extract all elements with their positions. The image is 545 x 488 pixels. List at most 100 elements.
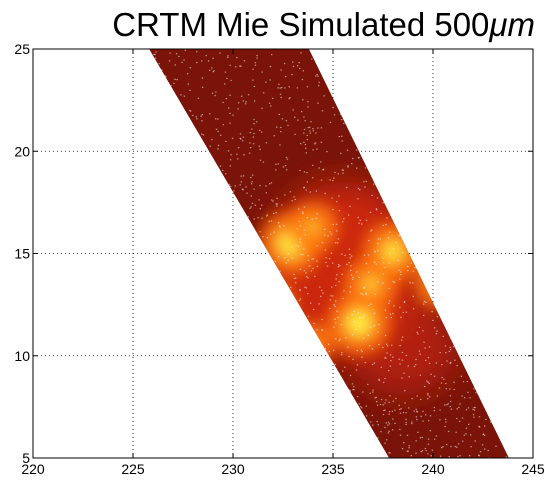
- scan-dot: [305, 152, 308, 154]
- scan-dot: [420, 415, 422, 417]
- scan-dot: [336, 230, 338, 232]
- scan-dot: [450, 408, 453, 410]
- scan-dot: [323, 228, 326, 230]
- scan-dot: [391, 344, 393, 346]
- scan-dot: [298, 62, 300, 64]
- scan-dot: [429, 415, 432, 417]
- scan-dot: [400, 271, 402, 273]
- scan-dot: [428, 362, 431, 364]
- scan-dot: [324, 347, 327, 350]
- scan-dot: [280, 130, 282, 133]
- scan-dot: [350, 269, 352, 272]
- scan-dot: [209, 69, 211, 71]
- scan-dot: [337, 264, 340, 266]
- scan-dot: [219, 165, 222, 167]
- scan-dot: [270, 233, 272, 235]
- scan-dot: [294, 116, 296, 118]
- scan-dot: [303, 128, 306, 131]
- scan-dot: [287, 259, 289, 262]
- scan-dot: [365, 293, 368, 296]
- scan-dot: [295, 244, 297, 246]
- chart-title-text: CRTM Mie Simulated 500: [112, 6, 490, 43]
- scan-dot: [265, 81, 267, 83]
- scan-dot: [303, 186, 305, 188]
- scan-dot: [399, 278, 401, 280]
- scan-dot: [459, 455, 461, 457]
- scan-dot: [330, 295, 332, 297]
- scan-dot: [280, 96, 282, 99]
- scan-dot: [317, 127, 319, 129]
- scan-dot: [356, 349, 358, 352]
- y-tick-label: 20: [14, 143, 30, 159]
- scan-dot: [467, 423, 470, 425]
- scan-dot: [253, 123, 255, 125]
- scan-dot: [195, 116, 197, 118]
- scan-dot: [362, 287, 365, 289]
- scan-dot: [239, 133, 242, 135]
- scan-dot: [305, 275, 308, 278]
- scan-dot: [253, 85, 256, 88]
- scan-dot: [449, 362, 451, 364]
- scan-dot: [418, 350, 421, 352]
- scan-dot: [389, 313, 392, 315]
- scan-dot: [485, 418, 487, 421]
- scan-dot: [347, 214, 350, 216]
- scan-dot: [275, 212, 277, 214]
- scan-dot: [322, 169, 324, 171]
- scan-dot: [357, 312, 360, 314]
- scan-dot: [266, 236, 269, 239]
- scan-dot: [419, 353, 421, 355]
- scan-dot: [285, 156, 288, 159]
- scan-dot: [453, 388, 455, 391]
- scan-dot: [389, 252, 391, 255]
- scan-dot: [310, 121, 312, 123]
- scan-dot: [337, 266, 339, 268]
- scan-dot: [449, 348, 452, 351]
- scan-dot: [336, 310, 338, 312]
- scan-dot: [243, 154, 245, 156]
- scan-dot: [311, 218, 314, 220]
- scan-dot: [376, 404, 379, 406]
- scan-dot: [343, 290, 345, 292]
- scan-dot: [154, 57, 157, 59]
- scan-dot: [175, 53, 178, 55]
- scan-dot: [174, 78, 176, 80]
- scan-dot: [364, 362, 366, 364]
- scan-dot: [336, 200, 338, 203]
- scan-dot: [341, 169, 344, 171]
- scan-dot: [253, 132, 255, 135]
- scan-dot: [219, 52, 221, 54]
- scan-dot: [329, 179, 331, 181]
- scan-dot: [367, 383, 369, 385]
- scan-dot: [426, 380, 428, 382]
- scan-dot: [370, 421, 372, 423]
- scan-dot: [389, 354, 392, 356]
- scan-dot: [388, 423, 391, 425]
- scan-dot: [470, 446, 472, 448]
- scan-dot: [291, 200, 293, 202]
- scan-dot: [226, 77, 228, 80]
- scan-dot: [416, 331, 418, 333]
- scan-dot: [483, 448, 486, 450]
- scan-dot: [367, 254, 370, 256]
- scan-dot: [329, 299, 332, 301]
- scan-dot: [320, 141, 323, 143]
- scan-dot: [483, 434, 486, 436]
- scan-dot: [359, 189, 361, 191]
- scan-dot: [337, 238, 340, 240]
- scan-dot: [252, 143, 255, 145]
- scan-dot: [349, 257, 351, 259]
- scan-dot: [352, 276, 354, 278]
- scan-dot: [245, 186, 247, 188]
- scan-dot: [373, 325, 376, 327]
- scan-dot: [474, 406, 476, 409]
- scan-dot: [279, 87, 281, 89]
- scan-dot: [362, 317, 364, 319]
- scan-dot: [169, 52, 171, 54]
- scan-dot: [227, 107, 230, 109]
- scan-dot: [425, 359, 427, 362]
- scan-dot: [375, 209, 378, 211]
- scan-dot: [200, 115, 202, 117]
- scan-dot: [304, 143, 307, 146]
- scan-dot: [369, 326, 372, 328]
